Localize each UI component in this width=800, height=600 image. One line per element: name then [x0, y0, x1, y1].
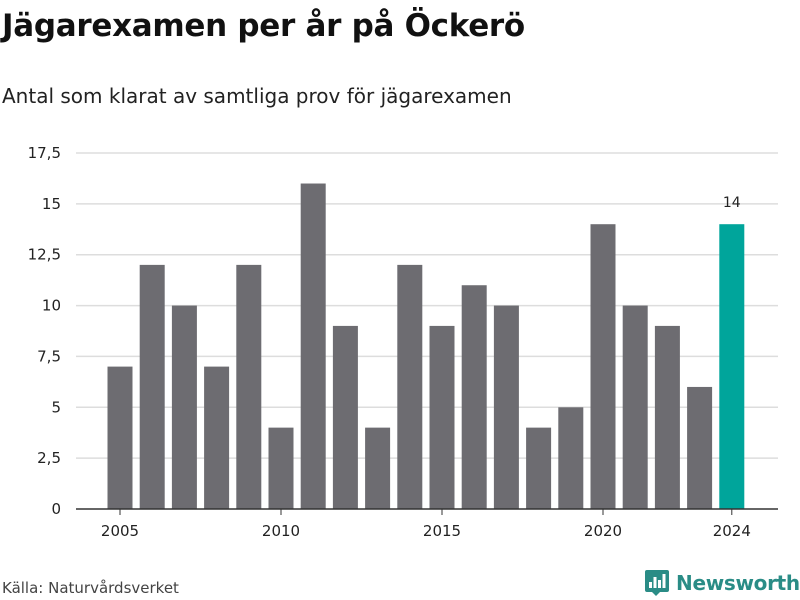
bar-2008	[204, 366, 230, 509]
y-tick-label: 15	[42, 195, 61, 213]
bar-2005	[107, 366, 133, 509]
bar-chart: 0 2,5 5 7,5 10 12,5 15 17,5 2005 2010 2015 2020 202…	[28, 144, 778, 540]
y-tick-label: 7,5	[37, 347, 61, 365]
chart-subtitle: Antal som klarat av samtliga prov för jä…	[2, 84, 512, 108]
bar-2013	[365, 427, 391, 509]
y-tick-label: 12,5	[28, 246, 61, 264]
bars	[107, 183, 745, 509]
x-tick-label: 2015	[423, 522, 461, 540]
x-axis-ticks: 2005 2010 2015 2020 2024	[101, 509, 751, 540]
y-axis-ticks: 0 2,5 5 7,5 10 12,5 15 17,5	[28, 144, 61, 518]
y-tick-label: 5	[51, 398, 61, 416]
bar-2019	[558, 407, 584, 509]
bar-2015	[429, 325, 455, 509]
bar-2009	[236, 264, 262, 509]
bar-2021	[622, 305, 648, 509]
y-tick-label: 17,5	[28, 144, 61, 162]
x-tick-label: 2024	[713, 522, 751, 540]
data-labels: 14	[723, 195, 741, 211]
bar-2016	[461, 285, 487, 509]
bar-2022	[654, 325, 680, 509]
bar-2020	[590, 224, 616, 509]
x-tick-label: 2010	[262, 522, 300, 540]
bar-2007	[171, 305, 197, 509]
bar-2018	[526, 427, 552, 509]
bar-2011	[300, 183, 326, 509]
brand-name: Newsworthy	[676, 571, 800, 595]
y-tick-label: 10	[42, 297, 61, 315]
y-tick-label: 0	[51, 500, 61, 518]
bar-2024	[719, 224, 745, 509]
chart-title: Jägarexamen per år på Öckerö	[2, 8, 525, 44]
bar-2023	[687, 386, 713, 509]
newsworthy-logo[interactable]: Newsworthy	[644, 569, 800, 597]
bar-2006	[139, 264, 165, 509]
y-tick-label: 2,5	[37, 449, 61, 467]
bar-chart-logo-icon	[645, 570, 669, 596]
data-label-2024: 14	[723, 195, 741, 211]
bar-2012	[332, 325, 358, 509]
bar-2014	[397, 264, 423, 509]
x-tick-label: 2005	[101, 522, 139, 540]
x-tick-label: 2020	[584, 522, 622, 540]
source-note: Källa: Naturvårdsverket	[2, 579, 179, 597]
bar-2017	[493, 305, 519, 509]
bar-2010	[268, 427, 294, 509]
